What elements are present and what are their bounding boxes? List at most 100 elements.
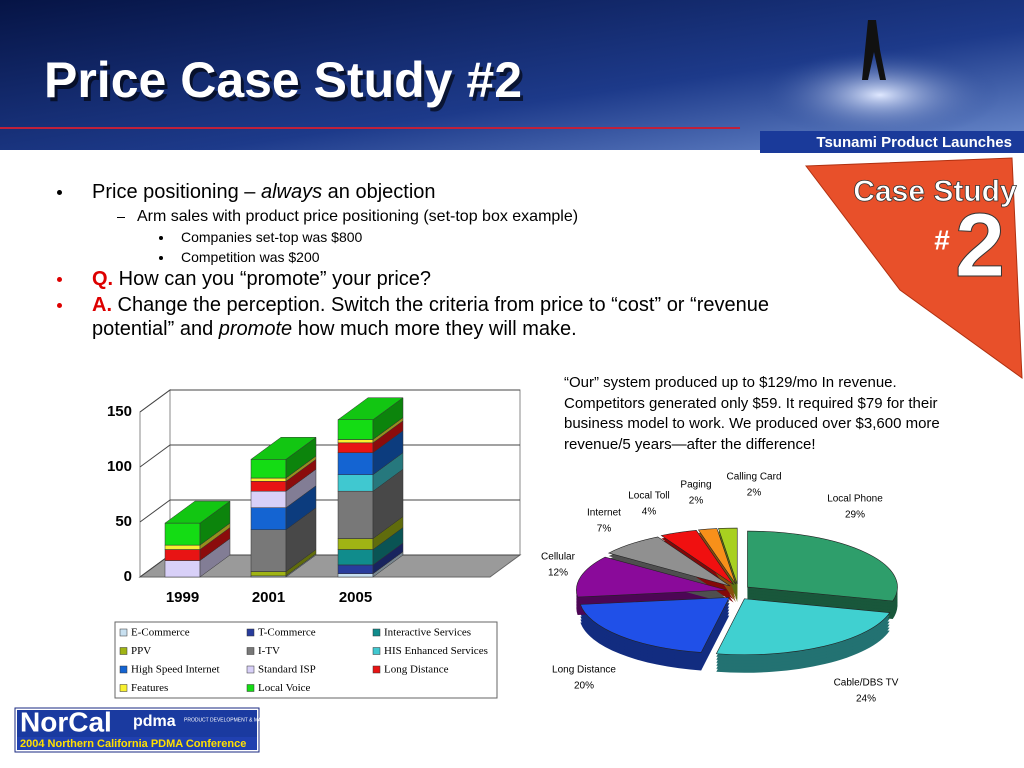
pie-label: Internet <box>587 508 621 519</box>
bar-top <box>337 397 404 420</box>
legend-label: PPV <box>131 645 151 657</box>
legend-swatch <box>246 628 255 637</box>
bar-segment <box>164 549 201 561</box>
logo-top <box>17 710 257 737</box>
legend-label: High Speed Internet <box>131 664 220 676</box>
legend-label: HIS Enhanced Services <box>384 645 488 657</box>
pie-value-label: 7% <box>597 524 612 535</box>
pie-side <box>698 531 736 588</box>
legend-label: I-TV <box>258 645 280 657</box>
text: an objection <box>322 181 436 203</box>
bar-segment <box>250 571 287 577</box>
pie-label: Local Toll <box>628 491 670 502</box>
legend-swatch <box>372 647 381 655</box>
title-shadow: Price Case Study #2 <box>47 56 525 112</box>
legend-swatch <box>119 628 128 637</box>
pie-label: Paging <box>680 480 711 491</box>
grid-line <box>139 499 520 523</box>
logo-name: NorCal <box>20 706 112 737</box>
wave-image <box>760 50 1000 140</box>
y-tick-label: 150 <box>107 403 132 420</box>
bar-segment <box>337 442 374 453</box>
legend-swatch <box>372 628 381 637</box>
bullet: Competition was $200 <box>55 247 795 267</box>
text: Competition was $200 <box>181 249 320 265</box>
tagline-band <box>760 131 1024 153</box>
pie-value-label: 29% <box>845 510 865 521</box>
text: Change the perception. Switch the criter… <box>92 294 769 340</box>
x-tick-label: 1999 <box>166 589 199 606</box>
legend-label: Local Voice <box>258 682 311 694</box>
bar-segment <box>337 452 374 475</box>
grid-line <box>139 389 520 413</box>
bullet: A. Change the perception. Switch the cri… <box>55 293 795 341</box>
x-tick-label: 2005 <box>339 589 372 606</box>
bar-segment <box>250 481 287 492</box>
text: How can you “promote” your price? <box>113 268 432 290</box>
pie-slice <box>607 536 731 587</box>
pie-slice <box>715 598 891 656</box>
x-tick-label: 2001 <box>252 589 285 606</box>
bar-segment <box>337 564 374 574</box>
pie-label: Cellular <box>541 552 576 563</box>
text: Companies set-top was $800 <box>181 229 363 245</box>
pie-label: Local Phone <box>827 494 883 505</box>
pie-value-label: 2% <box>689 496 704 507</box>
legend-label: Standard ISP <box>258 664 316 676</box>
badge-title: Case Study <box>853 175 1017 208</box>
y-tick-label: 0 <box>124 568 132 585</box>
text: Q. <box>92 268 114 290</box>
bar-segment <box>250 490 287 508</box>
note: “Our” system produced up to $129/mo In r… <box>564 374 940 453</box>
legend-label: Features <box>131 682 168 694</box>
logo-org: PRODUCT DEVELOPMENT & MANAGEMENT ASSOCIA… <box>184 717 325 723</box>
bullet: Companies set-top was $800 <box>55 227 795 247</box>
pie-value-label: 4% <box>642 507 657 518</box>
bar-segment <box>250 477 287 482</box>
title: Price Case Study #2 <box>44 52 522 108</box>
pie-value-label: 12% <box>548 568 568 579</box>
bar-segment <box>337 549 374 566</box>
grid-line <box>139 444 520 468</box>
bar-segment <box>250 459 287 479</box>
legend-label: Long Distance <box>384 664 449 676</box>
bar-segment <box>164 522 201 546</box>
badge-number: 2 <box>955 196 1005 296</box>
bar-top <box>164 500 231 524</box>
pie-slice <box>718 527 738 585</box>
pie-value-label: 20% <box>574 681 594 692</box>
legend-swatch <box>119 647 128 655</box>
badge <box>805 157 1023 380</box>
legend-label: E-Commerce <box>131 627 190 639</box>
bar-segment <box>337 490 374 539</box>
bar-segment <box>250 507 287 530</box>
bullet: Q. How can you “promote” your price? <box>55 267 795 291</box>
badge-hash: # <box>934 224 950 255</box>
y-tick-label: 100 <box>107 458 132 475</box>
legend-swatch <box>119 684 128 692</box>
legend-label: T-Commerce <box>258 627 316 639</box>
text: always <box>260 181 323 203</box>
bar-segment <box>250 529 287 572</box>
logo-conference: 2004 Northern California PDMA Conference <box>20 738 246 750</box>
pie-slice <box>747 530 898 602</box>
pie-label: Calling Card <box>726 472 781 483</box>
pie-label: Long Distance <box>552 665 616 676</box>
pie-label: Cable/DBS TV <box>834 678 899 689</box>
pie-slice <box>580 597 730 653</box>
bullet: Arm sales with product price positioning… <box>55 206 795 227</box>
pie-value-label: 24% <box>856 694 876 705</box>
text: how much more they will make. <box>292 318 577 340</box>
bullet: Price positioning – always an objection <box>55 180 795 204</box>
legend-swatch <box>119 665 128 674</box>
legend-swatch <box>372 665 381 674</box>
legend-box <box>114 621 498 699</box>
bar-segment <box>337 439 374 444</box>
pie-value-label: 2% <box>747 488 762 499</box>
bar-segment <box>337 419 374 440</box>
text: A. <box>92 294 112 316</box>
bar-segment <box>164 560 201 578</box>
logo-pdma: pdma <box>133 713 176 730</box>
